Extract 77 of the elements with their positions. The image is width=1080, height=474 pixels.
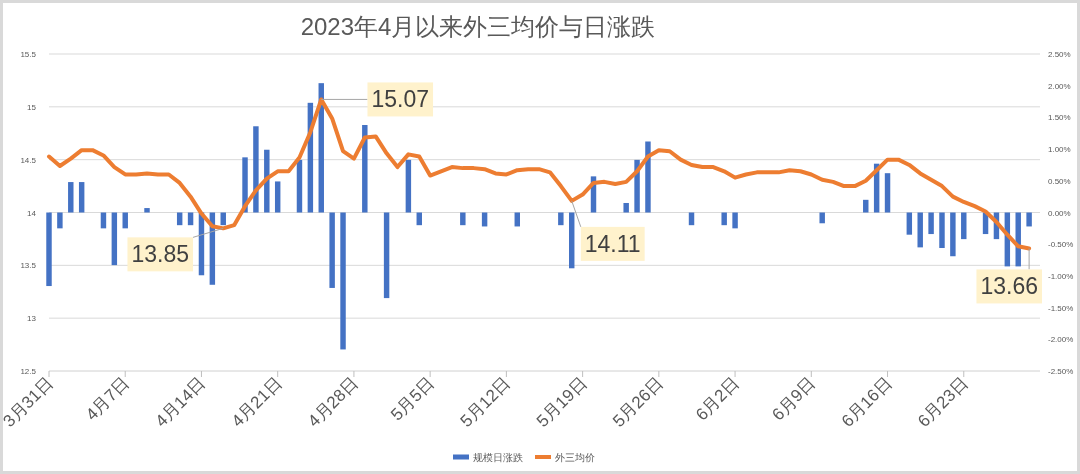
bar [405, 159, 412, 213]
legend-item: 规模日涨跌 [453, 451, 523, 463]
bar [253, 126, 259, 213]
x-tick-label: 6月9日 [768, 373, 820, 425]
x-tick-label: 5月19日 [532, 373, 591, 431]
bar [623, 202, 629, 213]
bar [645, 141, 651, 213]
x-tick-label: 3月31日 [0, 373, 57, 431]
bar [296, 159, 303, 213]
legend-label: 规模日涨跌 [473, 451, 523, 463]
bar [863, 199, 869, 213]
bar [362, 125, 368, 213]
y2-tick-label: -2.00% [1048, 335, 1074, 345]
bar [264, 149, 270, 213]
bar [383, 212, 390, 299]
value-label: 14.11 [571, 200, 645, 261]
bar [917, 212, 923, 248]
data-label: 13.85 [131, 241, 190, 268]
y2-tick-label: 1.00% [1048, 145, 1071, 155]
bar [460, 212, 466, 226]
legend-item: 外三均价 [535, 451, 595, 463]
bar [732, 212, 738, 229]
x-tick-label: 6月2日 [692, 373, 743, 425]
value-label: 13.66 [976, 247, 1042, 304]
y2-tick-label: 2.50% [1048, 50, 1071, 59]
bar [558, 212, 564, 226]
y-tick-label: 13.5 [20, 261, 37, 271]
data-label: 13.66 [980, 273, 1038, 300]
x-tick-label: 4月28日 [304, 373, 362, 431]
x-tick-label: 4月7日 [82, 373, 134, 425]
bar [819, 212, 825, 224]
y-tick-label: 15.5 [20, 50, 37, 59]
x-tick-label: 5月26日 [609, 373, 667, 431]
x-tick-label: 6月16日 [837, 373, 896, 431]
bar [950, 212, 956, 257]
bar [340, 212, 346, 350]
y-tick-label: 14 [27, 208, 37, 218]
bar [569, 212, 575, 269]
title: 2023年4月以来外三均价与日涨跌 [300, 13, 656, 40]
y-tick-label: 13 [27, 314, 37, 324]
bar [329, 212, 335, 288]
bar [906, 212, 913, 235]
x-tick-label: 4月21日 [228, 373, 286, 431]
value-label: 15.07 [320, 82, 434, 117]
bar [78, 182, 85, 213]
y2-tick-label: -1.00% [1048, 271, 1074, 281]
bar [274, 181, 281, 213]
bar [721, 212, 727, 226]
bar [68, 182, 74, 213]
x-tick-label: 6月23日 [914, 373, 972, 431]
data-label: 15.07 [371, 86, 430, 113]
bar [961, 212, 967, 240]
x-tick-label: 5月12日 [456, 373, 515, 431]
y2-tick-label: -0.50% [1048, 240, 1074, 250]
x-tick-label: 5月5日 [387, 373, 438, 425]
bar [144, 208, 150, 213]
bar [1026, 212, 1032, 227]
y2-tick-label: -2.50% [1048, 367, 1074, 376]
y2-tick-label: 1.50% [1048, 113, 1071, 123]
y2-tick-label: 2.00% [1048, 81, 1071, 91]
data-label: 14.11 [584, 230, 641, 257]
y-tick-label: 12.5 [20, 367, 37, 376]
value-label: 13.85 [127, 227, 224, 272]
bar [884, 173, 891, 213]
y-tick-label: 14.5 [20, 155, 37, 165]
bar [939, 212, 945, 248]
x-tick-label: 4月14日 [151, 373, 210, 431]
legend-label: 外三均价 [555, 451, 595, 463]
y2-tick-label: 0.50% [1048, 176, 1071, 186]
y2-tick-label: -1.50% [1048, 303, 1074, 313]
bar [111, 212, 118, 266]
bar [46, 212, 52, 287]
bar [57, 212, 63, 229]
bar [928, 212, 934, 235]
bar [1015, 212, 1021, 267]
y2-tick-label: 0.00% [1048, 208, 1071, 218]
y-tick-label: 15 [27, 102, 37, 112]
